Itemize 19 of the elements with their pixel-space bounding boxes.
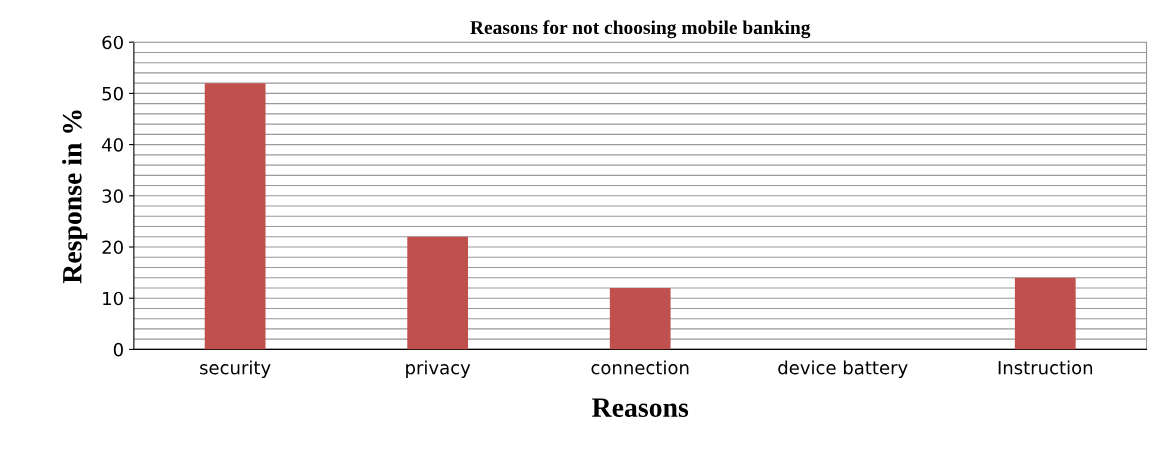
y-tick-label: 50 — [102, 86, 123, 101]
y-tick-label: 10 — [103, 291, 123, 306]
chart-title: Reasons for not choosing mobile banking — [470, 20, 811, 39]
y-tick-label: 30 — [102, 189, 123, 203]
x-tick-label: connection — [591, 360, 689, 375]
x-tick-label: security — [200, 360, 271, 378]
bar — [1014, 277, 1076, 350]
x-axis-title: Reasons — [592, 398, 689, 417]
y-tick-label: 60 — [102, 35, 123, 50]
y-tick-label: 0 — [113, 342, 123, 357]
x-tick-label: device battery — [778, 360, 908, 378]
y-axis-title: Response in % — [62, 110, 88, 284]
bar — [609, 287, 671, 350]
bar — [407, 236, 469, 350]
x-tick-label: privacy — [406, 360, 471, 378]
x-tick-label: Instruction — [998, 360, 1093, 375]
bar — [204, 83, 266, 350]
y-tick-label: 20 — [102, 240, 123, 255]
y-tick-label: 40 — [102, 138, 123, 152]
